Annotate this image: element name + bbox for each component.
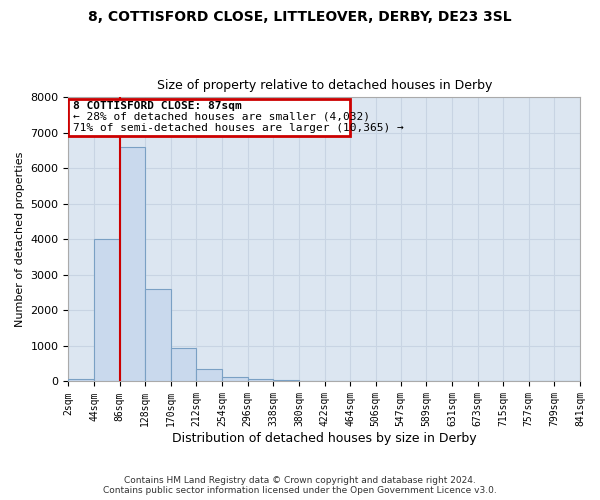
Bar xyxy=(248,379,273,382)
Text: 8 COTTISFORD CLOSE: 87sqm: 8 COTTISFORD CLOSE: 87sqm xyxy=(73,100,242,110)
Title: Size of property relative to detached houses in Derby: Size of property relative to detached ho… xyxy=(157,79,492,92)
Text: 71% of semi-detached houses are larger (10,365) →: 71% of semi-detached houses are larger (… xyxy=(73,123,404,133)
Bar xyxy=(68,379,94,382)
Bar xyxy=(119,147,145,382)
Text: Contains HM Land Registry data © Crown copyright and database right 2024.
Contai: Contains HM Land Registry data © Crown c… xyxy=(103,476,497,495)
Y-axis label: Number of detached properties: Number of detached properties xyxy=(15,152,25,327)
Bar xyxy=(171,348,196,382)
Bar xyxy=(145,289,171,382)
Text: ← 28% of detached houses are smaller (4,032): ← 28% of detached houses are smaller (4,… xyxy=(73,112,370,122)
Bar xyxy=(222,377,248,382)
Text: 8, COTTISFORD CLOSE, LITTLEOVER, DERBY, DE23 3SL: 8, COTTISFORD CLOSE, LITTLEOVER, DERBY, … xyxy=(88,10,512,24)
Bar xyxy=(273,380,299,382)
Bar xyxy=(94,240,119,382)
Bar xyxy=(196,370,222,382)
X-axis label: Distribution of detached houses by size in Derby: Distribution of detached houses by size … xyxy=(172,432,476,445)
FancyBboxPatch shape xyxy=(68,99,350,136)
